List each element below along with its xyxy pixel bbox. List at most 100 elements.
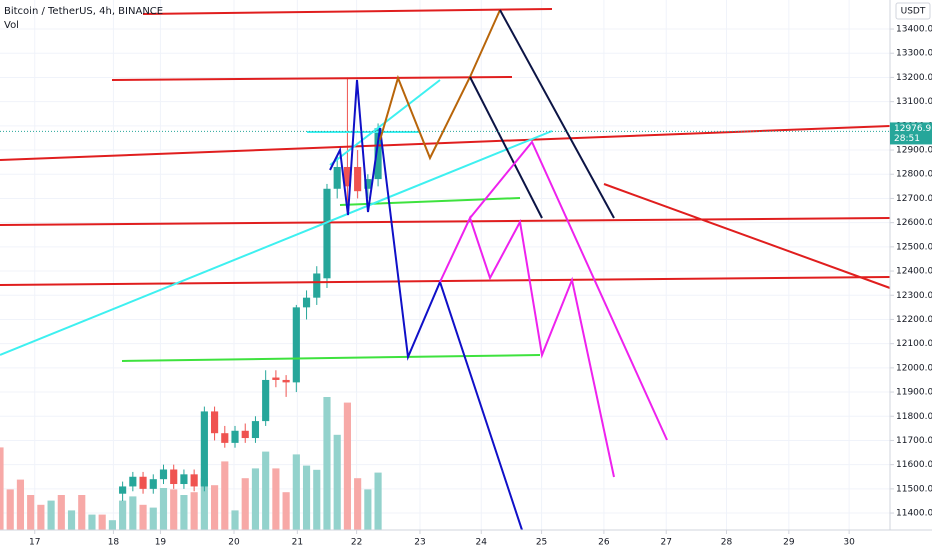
x-tick-label: 29 <box>783 538 795 548</box>
y-tick-label: 13300.00 <box>896 49 932 59</box>
volume-bar <box>333 434 341 530</box>
candle-body <box>200 411 208 487</box>
volume-bar <box>139 504 147 530</box>
x-tick-label: 17 <box>29 538 40 548</box>
volume-bar <box>262 451 270 530</box>
drawing-line <box>0 130 553 356</box>
volume-bar <box>27 495 35 530</box>
current-price-box <box>890 122 932 145</box>
x-tick-label: 21 <box>292 538 303 548</box>
volume-bar <box>149 507 157 530</box>
candle-body <box>129 476 137 487</box>
drawing-zigzag <box>329 79 523 531</box>
candle-body <box>262 379 270 422</box>
candle-body <box>343 166 351 187</box>
x-tick-label: 28 <box>721 538 733 548</box>
drawing-line <box>111 76 513 81</box>
volume-bar <box>129 496 137 530</box>
volume-bar <box>119 500 127 530</box>
drawing-line <box>499 9 615 219</box>
y-tick-label: 12200.00 <box>896 315 932 325</box>
x-tick-label: 26 <box>598 538 610 548</box>
volume-bar <box>200 478 208 530</box>
volume-bar <box>16 479 25 530</box>
y-tick-label: 12700.00 <box>896 194 932 204</box>
candle-body <box>221 433 229 443</box>
candle-body <box>323 188 331 279</box>
countdown-label: 28:51 <box>894 134 920 144</box>
candle-body <box>333 166 341 189</box>
candle-body <box>231 430 239 443</box>
y-tick-label: 13100.00 <box>896 97 932 107</box>
volume-bar <box>47 500 55 530</box>
y-tick-label: 12900.00 <box>896 146 932 156</box>
drawing-line <box>142 8 553 15</box>
drawings <box>0 8 891 531</box>
y-tick-label: 12100.00 <box>896 339 932 349</box>
candle-body <box>302 297 311 308</box>
candle-body <box>170 469 178 485</box>
volume-bar <box>170 489 178 530</box>
volume-bar <box>313 469 321 530</box>
drawing-line <box>0 276 891 286</box>
candle-body <box>282 379 290 383</box>
y-tick-label: 11400.00 <box>896 509 932 519</box>
volume-bar <box>364 489 372 530</box>
candle-body <box>272 377 280 380</box>
currency-label[interactable]: USDT <box>901 7 926 17</box>
y-tick-label: 12800.00 <box>896 170 932 180</box>
x-tick-label: 23 <box>414 538 425 548</box>
y-tick-label: 11900.00 <box>896 388 932 398</box>
x-tick-label: 20 <box>228 538 240 548</box>
volume-bar <box>251 468 260 530</box>
volume-bar <box>180 495 188 530</box>
y-tick-label: 12500.00 <box>896 242 932 252</box>
volume-bar <box>231 510 239 530</box>
volume-bar <box>323 397 331 530</box>
volume-bar <box>0 447 4 530</box>
candle-body <box>241 430 249 439</box>
currency-box[interactable] <box>895 2 931 20</box>
candle-body <box>251 421 260 439</box>
volume-bar <box>37 504 45 530</box>
candle-body <box>119 486 127 494</box>
candle-body <box>190 474 198 487</box>
candle-body <box>211 411 219 434</box>
volume-bar <box>67 510 76 530</box>
y-tick-label: 12600.00 <box>896 218 932 228</box>
y-tick-label: 12300.00 <box>896 291 932 301</box>
volume-panel <box>0 397 382 530</box>
volume-bar <box>282 492 290 530</box>
drawing-line <box>0 217 891 226</box>
candle-body <box>180 474 188 485</box>
candle-body <box>313 273 321 298</box>
x-tick-label: 24 <box>476 538 488 548</box>
drawing-zigzag <box>469 140 668 441</box>
drawing-line <box>603 183 891 289</box>
candle-body <box>149 479 157 489</box>
y-tick-label: 13400.00 <box>896 25 932 35</box>
volume-bar <box>108 520 116 530</box>
y-tick-label: 11600.00 <box>896 460 932 470</box>
drawing-line <box>469 76 543 219</box>
y-tick-label: 13200.00 <box>896 73 932 83</box>
volume-bar <box>292 454 300 530</box>
volume-bar <box>374 472 382 530</box>
x-tick-label: 30 <box>843 538 855 548</box>
symbol-title: Bitcoin / TetherUS, 4h, BINANCE <box>4 6 163 17</box>
volume-bar <box>302 465 311 530</box>
current-price-label: 12976.91 <box>894 124 932 134</box>
candle-body <box>354 166 362 192</box>
indicator-label: Vol <box>4 20 19 31</box>
x-tick-label: 19 <box>155 538 167 548</box>
y-tick-label: 11500.00 <box>896 484 932 494</box>
volume-bar <box>78 495 86 530</box>
volume-bar <box>211 485 219 530</box>
volume-bar <box>272 468 280 530</box>
y-tick-label: 11800.00 <box>896 412 932 422</box>
volume-bar <box>221 461 229 530</box>
x-tick-label: 18 <box>108 538 120 548</box>
volume-bar <box>190 492 198 530</box>
